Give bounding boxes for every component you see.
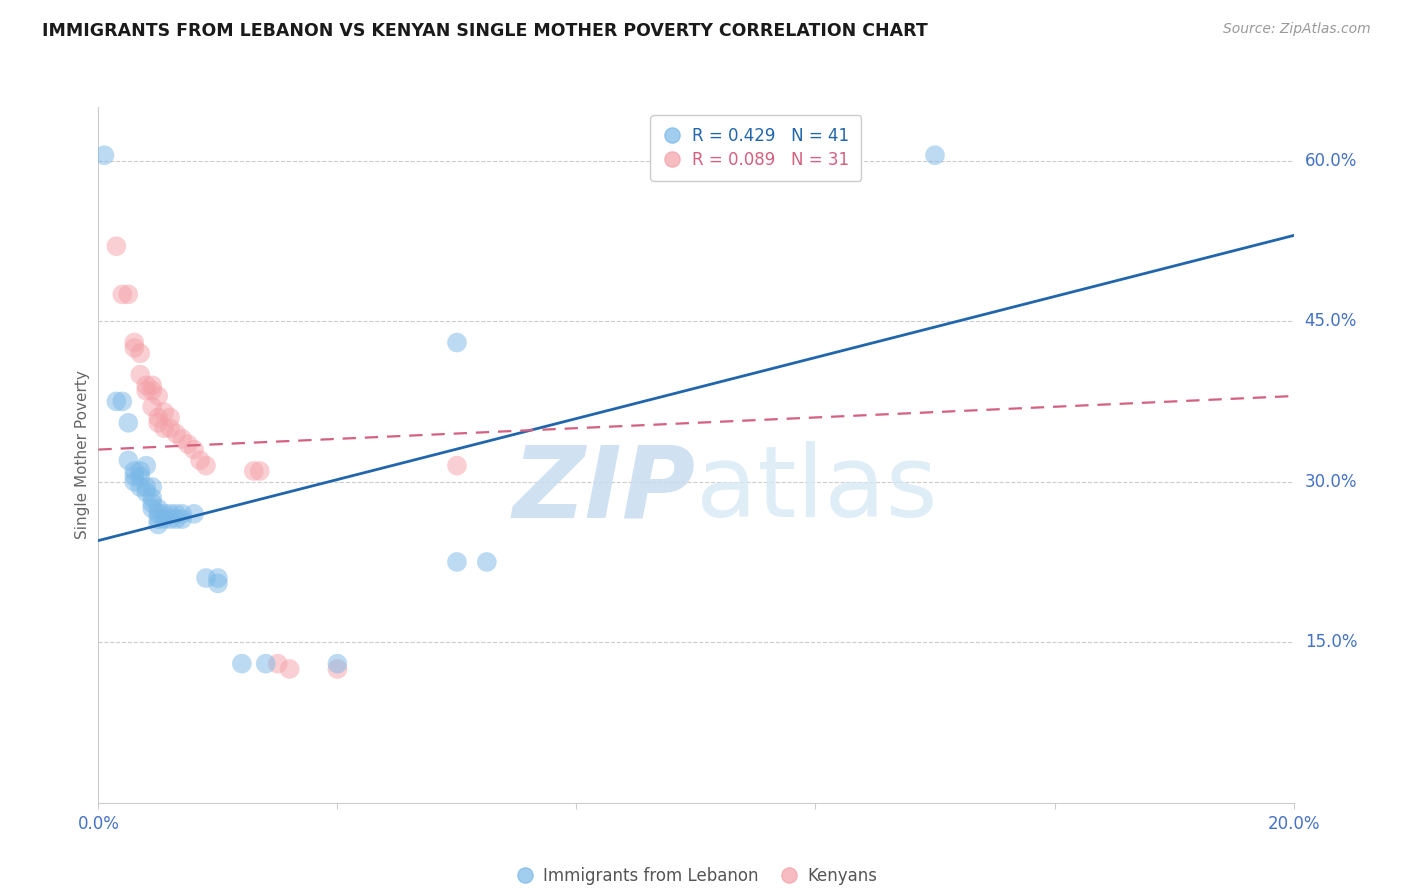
Point: [129, 368, 152, 382]
Point: [93, 148, 115, 162]
Point: [141, 400, 163, 414]
Point: [254, 657, 277, 671]
Legend: Immigrants from Lebanon, Kenyans: Immigrants from Lebanon, Kenyans: [508, 860, 884, 891]
Point: [278, 662, 301, 676]
Point: [105, 239, 128, 253]
Point: [446, 335, 468, 350]
Text: 30.0%: 30.0%: [1305, 473, 1357, 491]
Text: Source: ZipAtlas.com: Source: ZipAtlas.com: [1223, 22, 1371, 37]
Point: [111, 394, 134, 409]
Point: [446, 458, 468, 473]
Point: [172, 507, 194, 521]
Point: [105, 394, 128, 409]
Point: [231, 657, 253, 671]
Text: 15.0%: 15.0%: [1305, 633, 1357, 651]
Point: [172, 432, 194, 446]
Point: [153, 405, 176, 419]
Point: [924, 148, 946, 162]
Point: [141, 378, 163, 392]
Point: [183, 442, 205, 457]
Point: [243, 464, 266, 478]
Point: [172, 512, 194, 526]
Point: [135, 384, 157, 398]
Point: [207, 576, 229, 591]
Point: [141, 491, 163, 505]
Text: 45.0%: 45.0%: [1305, 312, 1357, 330]
Point: [148, 507, 170, 521]
Point: [124, 475, 146, 489]
Point: [135, 378, 157, 392]
Point: [207, 571, 229, 585]
Point: [475, 555, 498, 569]
Point: [129, 469, 152, 483]
Point: [159, 410, 181, 425]
Point: [153, 512, 176, 526]
Point: [124, 469, 146, 483]
Y-axis label: Single Mother Poverty: Single Mother Poverty: [75, 370, 90, 540]
Point: [148, 512, 170, 526]
Point: [117, 287, 139, 301]
Text: 60.0%: 60.0%: [1305, 152, 1357, 169]
Point: [267, 657, 290, 671]
Point: [124, 341, 146, 355]
Point: [153, 507, 176, 521]
Point: [141, 480, 163, 494]
Point: [135, 458, 157, 473]
Point: [129, 480, 152, 494]
Point: [124, 335, 146, 350]
Point: [165, 512, 187, 526]
Point: [141, 496, 163, 510]
Point: [148, 517, 170, 532]
Text: atlas: atlas: [696, 442, 938, 538]
Point: [446, 555, 468, 569]
Point: [165, 426, 187, 441]
Point: [148, 389, 170, 403]
Point: [124, 464, 146, 478]
Point: [148, 410, 170, 425]
Point: [183, 507, 205, 521]
Point: [129, 346, 152, 360]
Point: [141, 501, 163, 516]
Point: [159, 512, 181, 526]
Point: [159, 421, 181, 435]
Point: [188, 453, 211, 467]
Text: ZIP: ZIP: [513, 442, 696, 538]
Point: [148, 501, 170, 516]
Point: [135, 480, 157, 494]
Point: [177, 437, 200, 451]
Point: [129, 464, 152, 478]
Point: [326, 657, 349, 671]
Point: [117, 453, 139, 467]
Point: [141, 384, 163, 398]
Text: IMMIGRANTS FROM LEBANON VS KENYAN SINGLE MOTHER POVERTY CORRELATION CHART: IMMIGRANTS FROM LEBANON VS KENYAN SINGLE…: [42, 22, 928, 40]
Point: [111, 287, 134, 301]
Point: [326, 662, 349, 676]
Point: [249, 464, 271, 478]
Point: [194, 571, 218, 585]
Point: [148, 416, 170, 430]
Point: [165, 507, 187, 521]
Point: [117, 416, 139, 430]
Point: [135, 485, 157, 500]
Point: [159, 507, 181, 521]
Point: [194, 458, 218, 473]
Point: [153, 421, 176, 435]
